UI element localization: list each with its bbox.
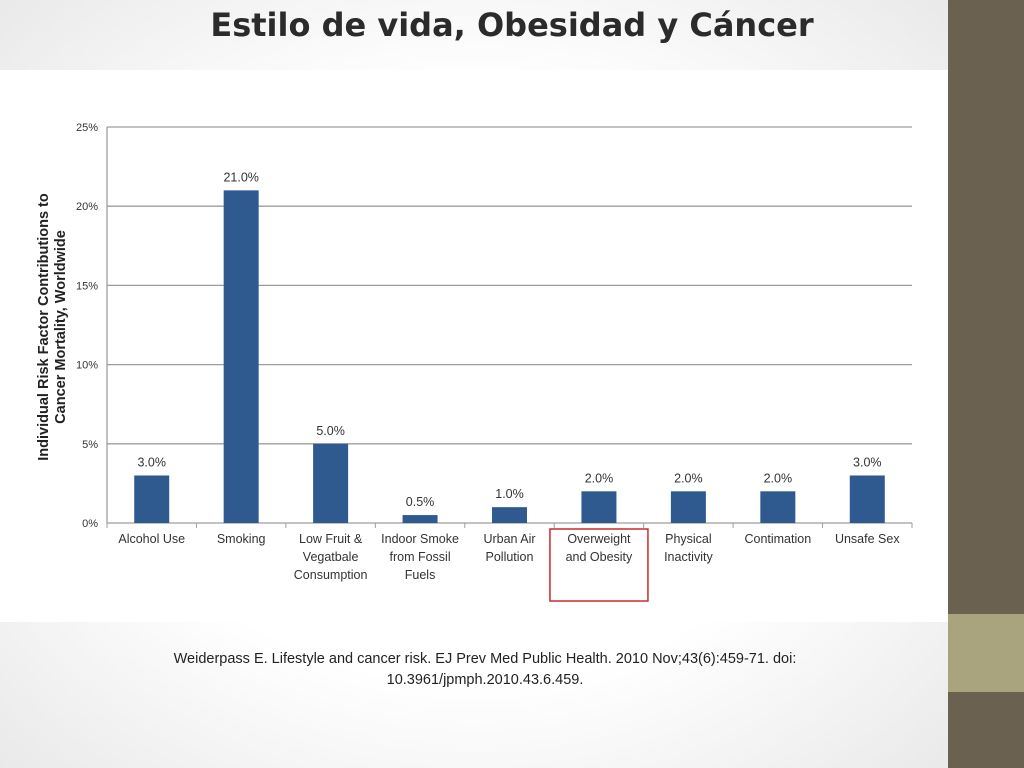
x-tick-label: Contimation xyxy=(744,532,811,546)
chart-panel: 0% 5% 10% 15% 20% 25% 3.0% Alcohol Use 21.0% Smok… xyxy=(0,70,948,622)
citation: Weiderpass E. Lifestyle and cancer risk.… xyxy=(60,649,910,691)
bar-chart: 0% 5% 10% 15% 20% 25% 3.0% Alcohol Use 21.0% Smok… xyxy=(36,122,913,602)
y-tick-label: 10% xyxy=(76,360,98,372)
side-strip-accent xyxy=(948,614,1024,692)
citation-line-2: 10.3961/jpmph.2010.43.6.459. xyxy=(386,672,584,688)
bar xyxy=(849,475,885,523)
x-tick-label: Alcohol Use xyxy=(118,532,185,546)
data-label: 2.0% xyxy=(764,471,793,485)
x-tick-label: Indoor Smoke from Fossil Fuels xyxy=(381,532,459,582)
citation-line-1: Weiderpass E. Lifestyle and cancer risk.… xyxy=(173,651,797,667)
bar xyxy=(134,475,170,523)
x-tick-label: Low Fruit & Vegatbale Consumption xyxy=(294,532,368,582)
bar xyxy=(223,190,259,524)
side-strip-bottom xyxy=(948,692,1024,768)
data-label: 21.0% xyxy=(223,170,258,184)
data-label: 0.5% xyxy=(406,495,435,509)
data-label: 3.0% xyxy=(137,455,166,469)
y-tick-label: 15% xyxy=(76,280,98,292)
y-tick-label: 20% xyxy=(76,201,98,213)
bar xyxy=(402,515,438,523)
x-tick-label: Smoking xyxy=(217,532,266,546)
y-tick-label: 25% xyxy=(76,122,98,134)
y-tick-label: 0% xyxy=(82,518,98,530)
bar xyxy=(581,491,617,523)
data-label: 1.0% xyxy=(495,487,524,501)
slide-title: Estilo de vida, Obesidad y Cáncer xyxy=(210,6,814,44)
x-tick-label: Urban Air Pollution xyxy=(483,532,535,564)
bar xyxy=(313,443,349,523)
side-strip-top xyxy=(948,0,1024,614)
y-axis-label: Individual Risk Factor Contributions toC… xyxy=(36,193,69,461)
data-label: 2.0% xyxy=(585,471,614,485)
x-tick-label: Overweight and Obesity xyxy=(566,532,633,564)
highlight-box xyxy=(549,528,649,602)
data-label: 2.0% xyxy=(674,471,703,485)
data-label: 5.0% xyxy=(316,424,345,438)
x-tick-label: Unsafe Sex xyxy=(835,532,900,546)
y-tick-label: 5% xyxy=(82,439,98,451)
x-tick-label: Physical Inactivity xyxy=(664,532,713,564)
bar xyxy=(760,491,796,523)
data-label: 3.0% xyxy=(853,455,882,469)
bar xyxy=(670,491,706,523)
bar xyxy=(492,507,527,523)
